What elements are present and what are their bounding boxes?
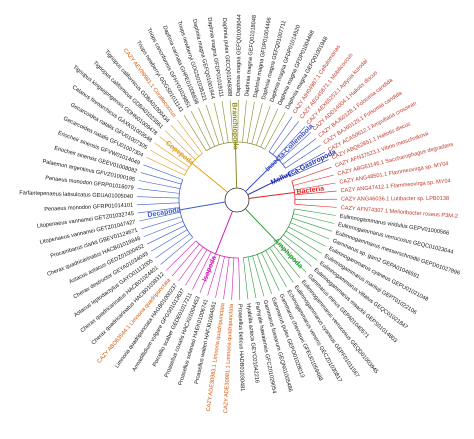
leaf-label: CAZY ADE30981.1 Limnoria quadripunctata bbox=[223, 303, 235, 413]
leaf-branch bbox=[293, 175, 334, 185]
clade-stem bbox=[180, 202, 225, 210]
leaf-branch bbox=[224, 257, 230, 299]
leaf-branch bbox=[294, 209, 335, 216]
clade-stem bbox=[215, 211, 232, 254]
leaf-label: Farfantepenaeus latisulcatus GEUA0100504… bbox=[19, 190, 133, 200]
leaf-branch bbox=[151, 230, 187, 252]
clade-label: Bacteria bbox=[296, 185, 324, 196]
clade-stem bbox=[245, 209, 277, 242]
leaf-branch bbox=[295, 204, 337, 207]
leaf-branch bbox=[293, 214, 334, 224]
leaf-branch bbox=[239, 258, 240, 300]
leaf-branch bbox=[214, 103, 224, 144]
leaf-label: Daphnia magna GEFQ01009044 bbox=[236, 14, 243, 96]
leaf-branch bbox=[137, 203, 179, 205]
leaf-branch bbox=[243, 258, 248, 300]
leaf-branch bbox=[257, 254, 272, 293]
leaf-branch bbox=[256, 106, 270, 146]
leaf-branch bbox=[242, 100, 246, 142]
leaf-label: Penaeus monodon GFRP01014101 bbox=[44, 203, 133, 213]
root-ring bbox=[225, 188, 249, 212]
leaf-branch bbox=[232, 258, 234, 300]
leaf-branch bbox=[292, 218, 332, 231]
clade-label: Copepoda bbox=[164, 140, 195, 167]
leaf-branch bbox=[143, 165, 182, 180]
leaf-branch bbox=[206, 105, 219, 145]
clade-stem bbox=[249, 192, 295, 198]
clade-stem bbox=[192, 163, 228, 192]
leaf-branch bbox=[215, 257, 224, 298]
leaf-branch bbox=[144, 221, 183, 236]
clade-label: Decapoda bbox=[147, 207, 181, 220]
leaf-branch bbox=[222, 101, 228, 143]
clade-label: Amphipoda bbox=[272, 237, 304, 270]
leaf-branch bbox=[137, 197, 179, 198]
leaf-branch bbox=[138, 189, 180, 194]
clade-label: Branchiopoda bbox=[230, 102, 238, 149]
leaf-label: CAZY ANG46036.1 Lutibacter sp. LPB0138 bbox=[341, 196, 449, 203]
leaf-label: Proasellus beticus HADB01030481 bbox=[236, 304, 244, 392]
